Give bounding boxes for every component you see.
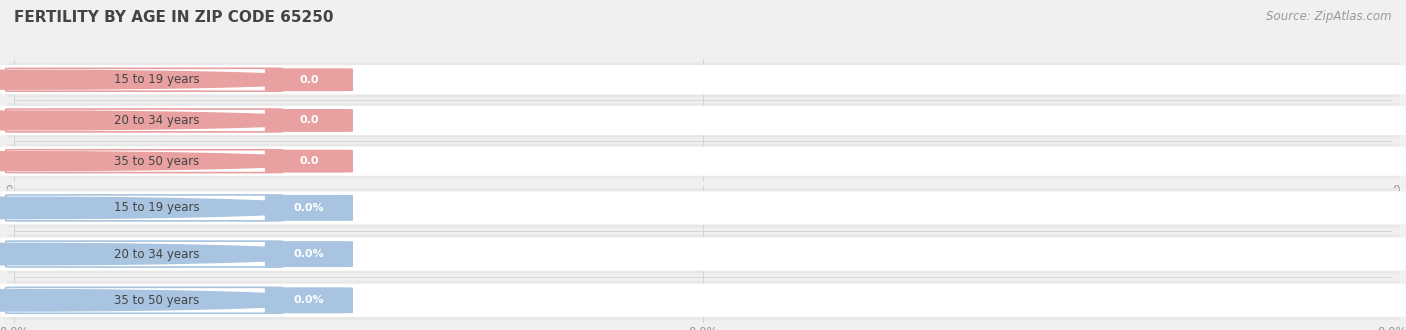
- Text: 20 to 34 years: 20 to 34 years: [114, 114, 200, 127]
- FancyBboxPatch shape: [0, 284, 1406, 317]
- FancyBboxPatch shape: [7, 188, 1399, 228]
- Text: 0.0%: 0.0%: [294, 203, 325, 213]
- FancyBboxPatch shape: [7, 62, 1399, 97]
- FancyBboxPatch shape: [264, 241, 353, 267]
- FancyBboxPatch shape: [6, 195, 283, 221]
- FancyBboxPatch shape: [7, 280, 1399, 320]
- FancyBboxPatch shape: [6, 287, 283, 313]
- Text: 0.0: 0.0: [299, 156, 319, 166]
- Text: 0.0%: 0.0%: [294, 249, 325, 259]
- Text: FERTILITY BY AGE IN ZIP CODE 65250: FERTILITY BY AGE IN ZIP CODE 65250: [14, 10, 333, 25]
- FancyBboxPatch shape: [6, 241, 283, 267]
- Text: 0.0: 0.0: [299, 115, 319, 125]
- FancyBboxPatch shape: [7, 144, 1399, 179]
- FancyBboxPatch shape: [0, 65, 1406, 94]
- FancyBboxPatch shape: [0, 191, 1406, 224]
- FancyBboxPatch shape: [264, 109, 353, 132]
- FancyBboxPatch shape: [264, 287, 353, 313]
- Text: 20 to 34 years: 20 to 34 years: [114, 248, 200, 261]
- FancyBboxPatch shape: [6, 150, 283, 173]
- FancyBboxPatch shape: [7, 234, 1399, 274]
- Circle shape: [0, 152, 339, 171]
- Circle shape: [0, 111, 339, 130]
- FancyBboxPatch shape: [0, 106, 1406, 135]
- Circle shape: [0, 197, 339, 218]
- Text: 15 to 19 years: 15 to 19 years: [114, 73, 200, 86]
- Text: 35 to 50 years: 35 to 50 years: [114, 155, 200, 168]
- FancyBboxPatch shape: [6, 68, 283, 91]
- Text: 35 to 50 years: 35 to 50 years: [114, 294, 200, 307]
- FancyBboxPatch shape: [264, 68, 353, 91]
- Text: Source: ZipAtlas.com: Source: ZipAtlas.com: [1267, 10, 1392, 23]
- Text: 0.0: 0.0: [299, 75, 319, 85]
- FancyBboxPatch shape: [6, 109, 283, 132]
- FancyBboxPatch shape: [0, 147, 1406, 176]
- Text: 15 to 19 years: 15 to 19 years: [114, 201, 200, 214]
- FancyBboxPatch shape: [264, 195, 353, 221]
- FancyBboxPatch shape: [264, 150, 353, 173]
- FancyBboxPatch shape: [7, 103, 1399, 138]
- Text: 0.0%: 0.0%: [294, 295, 325, 305]
- FancyBboxPatch shape: [0, 238, 1406, 271]
- Circle shape: [0, 244, 339, 265]
- Circle shape: [0, 70, 339, 89]
- Circle shape: [0, 290, 339, 311]
